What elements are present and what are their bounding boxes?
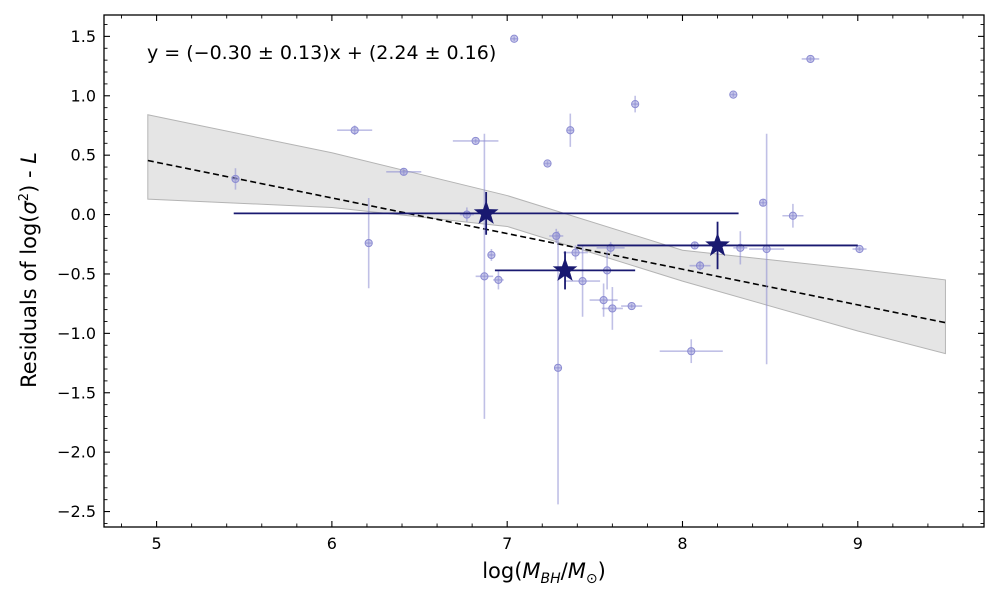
highlighted-point <box>577 221 858 270</box>
point-marker <box>608 304 617 313</box>
tick-labels: 5 6 7 8 9 −2.5 −2.0 −1.5 −1.0 −0.5 0.0 0.5 1.0 1.5 <box>57 27 863 553</box>
data-point <box>510 34 519 43</box>
point-marker <box>571 248 580 257</box>
data-point <box>689 260 711 271</box>
data-point <box>337 125 373 135</box>
point-marker <box>494 275 503 285</box>
axis-ticks <box>104 15 984 527</box>
point-marker <box>350 126 359 135</box>
data-point <box>621 301 643 311</box>
data-point <box>631 95 640 113</box>
point-marker <box>399 167 408 176</box>
x-tick-label: 8 <box>677 534 687 553</box>
x-tick-label: 5 <box>151 534 161 553</box>
point-marker <box>487 250 496 260</box>
point-marker <box>578 276 587 286</box>
x-tick-label: 9 <box>853 534 863 553</box>
data-point <box>589 283 618 317</box>
point-marker <box>687 347 696 356</box>
data-point <box>566 113 575 147</box>
confidence-band <box>147 114 946 355</box>
point-marker <box>553 363 563 372</box>
y-tick-label: 0.5 <box>71 146 96 165</box>
highlighted-point <box>494 251 636 290</box>
data-point <box>801 54 820 64</box>
y-axis-label: Residuals of log(σ2) - L <box>17 152 41 388</box>
data-point <box>729 90 738 99</box>
data-point <box>759 198 768 207</box>
highlighted-point <box>233 192 739 235</box>
point-marker <box>631 99 640 109</box>
point-marker <box>510 34 519 43</box>
point-marker <box>627 301 636 311</box>
point-marker <box>762 244 771 254</box>
y-tick-label: −1.0 <box>57 324 96 343</box>
data-point <box>452 136 499 146</box>
data-point <box>563 245 588 260</box>
point-marker <box>566 126 575 135</box>
fit-equation-annotation: y = (−0.30 ± 0.13)x + (2.24 ± 0.16) <box>147 42 496 64</box>
x-tick-label: 6 <box>327 534 337 553</box>
y-tick-label: −1.5 <box>57 383 96 402</box>
data-point <box>231 168 240 190</box>
point-marker <box>471 136 480 146</box>
point-marker <box>462 210 471 219</box>
y-tick-label: −2.5 <box>57 502 96 521</box>
data-point <box>475 133 494 419</box>
point-marker <box>543 159 552 168</box>
point-marker <box>806 54 815 64</box>
confidence-band-layer <box>147 114 946 355</box>
point-marker <box>855 244 864 254</box>
data-point <box>553 231 563 505</box>
data-point <box>749 133 785 365</box>
point-marker <box>364 238 373 248</box>
data-point <box>659 339 723 364</box>
data-point <box>852 244 867 254</box>
data-point <box>493 270 504 290</box>
fit-line-layer <box>147 159 946 324</box>
y-tick-label: 1.5 <box>71 27 96 46</box>
data-point <box>782 203 804 228</box>
y-tick-label: −0.5 <box>57 264 96 283</box>
data-point <box>386 167 422 176</box>
point-marker <box>695 261 705 270</box>
y-tick-label: 1.0 <box>71 86 96 105</box>
point-marker <box>729 90 738 99</box>
data-point <box>565 245 601 317</box>
data-point <box>601 287 623 330</box>
x-axis-label: log(MBH/M⊙) <box>482 559 606 587</box>
point-marker <box>788 211 798 220</box>
data-point <box>543 159 552 168</box>
y-tick-label: −2.0 <box>57 443 96 462</box>
star-marker <box>705 232 730 256</box>
point-marker <box>231 174 240 184</box>
fit-line <box>147 159 946 324</box>
star-marker <box>552 257 578 281</box>
plot-frame <box>103 14 985 528</box>
data-point <box>487 249 496 261</box>
point-marker <box>599 296 608 305</box>
highlighted-points-layer <box>233 192 858 290</box>
star-marker <box>473 200 499 224</box>
point-marker <box>480 272 489 281</box>
y-tick-label: 0.0 <box>71 205 96 224</box>
point-marker <box>759 198 768 207</box>
x-tick-label: 7 <box>502 534 512 553</box>
